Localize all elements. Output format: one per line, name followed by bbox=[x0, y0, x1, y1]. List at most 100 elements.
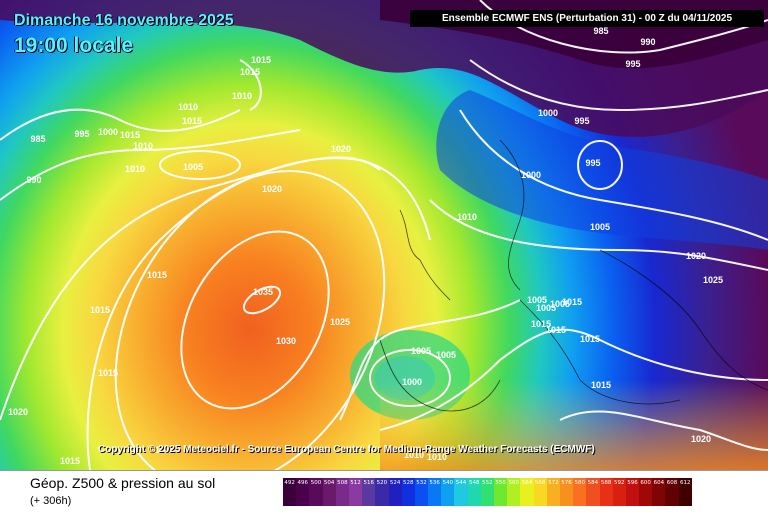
parameter-title: Géop. Z500 & pression au sol bbox=[30, 475, 216, 491]
scale-value: 532 bbox=[416, 480, 427, 486]
pressure-label: 1005 bbox=[590, 222, 610, 232]
pressure-label: 1025 bbox=[703, 275, 723, 285]
pressure-label: 1005 bbox=[536, 303, 556, 313]
scale-value: 500 bbox=[310, 480, 322, 486]
scale-value: 528 bbox=[403, 480, 414, 486]
scale-swatch: 608 bbox=[665, 478, 679, 506]
scale-swatch: 532 bbox=[414, 478, 429, 506]
scale-swatch: 500 bbox=[309, 478, 323, 506]
scale-value: 552 bbox=[482, 480, 493, 486]
forecast-date: Dimanche 16 novembre 2025 bbox=[14, 12, 234, 29]
pressure-label: 1010 bbox=[125, 164, 145, 174]
scale-swatch: 572 bbox=[546, 478, 560, 506]
pressure-label: 990 bbox=[640, 37, 655, 47]
scale-swatch: 520 bbox=[375, 478, 389, 506]
pressure-label: 1025 bbox=[330, 317, 350, 327]
pressure-label: 1015 bbox=[591, 380, 611, 390]
pressure-label: 1010 bbox=[457, 212, 477, 222]
copyright-notice: Copyright © 2025 Meteociel.fr - Source E… bbox=[98, 444, 595, 455]
pressure-label: 995 bbox=[74, 129, 89, 139]
scale-swatch: 576 bbox=[559, 478, 574, 506]
scale-swatch: 508 bbox=[335, 478, 349, 506]
scale-value: 520 bbox=[376, 480, 388, 486]
scale-value: 512 bbox=[350, 480, 361, 486]
pressure-label: 1010 bbox=[427, 452, 447, 462]
pressure-label: 985 bbox=[30, 134, 45, 144]
scale-value: 496 bbox=[297, 480, 309, 486]
legend-bar: Géop. Z500 & pression au sol (+ 306h) 49… bbox=[0, 470, 768, 513]
pressure-label: 1015 bbox=[120, 130, 140, 140]
pressure-label: 995 bbox=[574, 116, 589, 126]
pressure-label: 1010 bbox=[232, 91, 252, 101]
pressure-label: 1010 bbox=[404, 450, 424, 460]
scale-swatch: 592 bbox=[612, 478, 626, 506]
scale-value: 560 bbox=[508, 480, 520, 486]
pressure-label: 1015 bbox=[182, 116, 202, 126]
scale-swatch: 600 bbox=[639, 478, 653, 506]
scale-value: 600 bbox=[640, 480, 651, 486]
pressure-label: 1000 bbox=[98, 127, 118, 137]
scale-value: 588 bbox=[600, 480, 612, 486]
scale-value: 504 bbox=[323, 480, 335, 486]
pressure-label: 1020 bbox=[331, 144, 351, 154]
scale-swatch: 584 bbox=[586, 478, 600, 506]
pressure-label: 1015 bbox=[147, 270, 167, 280]
pressure-label: 1005 bbox=[436, 350, 456, 360]
scale-value: 540 bbox=[442, 480, 454, 486]
scale-value: 576 bbox=[561, 480, 572, 486]
scale-swatch: 556 bbox=[494, 478, 508, 506]
scale-swatch: 524 bbox=[388, 478, 402, 506]
pressure-label: 1010 bbox=[133, 141, 153, 151]
pressure-label: 1005 bbox=[527, 295, 547, 305]
scale-value: 516 bbox=[363, 480, 374, 486]
scale-swatch: 580 bbox=[573, 478, 587, 506]
pressure-label: 1015 bbox=[60, 456, 80, 466]
pressure-label: 985 bbox=[593, 26, 608, 36]
model-run-info: Ensemble ECMWF ENS (Perturbation 31) - 0… bbox=[410, 10, 764, 27]
pressure-label: 1005 bbox=[411, 346, 431, 356]
pressure-label: 1020 bbox=[686, 251, 706, 261]
pressure-label: 1005 bbox=[550, 299, 570, 309]
pressure-label: 1010 bbox=[178, 102, 198, 112]
scale-swatch: 496 bbox=[296, 478, 310, 506]
pressure-label: 990 bbox=[26, 175, 41, 185]
scale-value: 564 bbox=[521, 480, 533, 486]
pressure-label: 1030 bbox=[276, 336, 296, 346]
pressure-label: 995 bbox=[625, 59, 640, 69]
scale-value: 584 bbox=[587, 480, 599, 486]
scale-value: 536 bbox=[429, 480, 440, 486]
pressure-label: 1000 bbox=[538, 108, 558, 118]
pressure-label: 1000 bbox=[402, 377, 422, 387]
scale-value: 592 bbox=[614, 480, 625, 486]
pressure-label: 1015 bbox=[531, 319, 551, 329]
scale-value: 548 bbox=[468, 480, 480, 486]
scale-swatch: 536 bbox=[428, 478, 442, 506]
scale-swatch: 552 bbox=[480, 478, 494, 506]
scale-value: 568 bbox=[534, 480, 546, 486]
scale-swatch: 492 bbox=[283, 478, 297, 506]
pressure-label: 1000 bbox=[521, 170, 541, 180]
scale-swatch: 540 bbox=[441, 478, 455, 506]
scale-swatch: 560 bbox=[507, 478, 521, 506]
forecast-time: 19:00 locale bbox=[14, 34, 134, 57]
scale-swatch: 564 bbox=[520, 478, 534, 506]
scale-value: 596 bbox=[627, 480, 638, 486]
pressure-label: 1035 bbox=[253, 287, 273, 297]
pressure-label: 1015 bbox=[90, 305, 110, 315]
scale-value: 608 bbox=[666, 480, 678, 486]
scale-value: 508 bbox=[337, 480, 348, 486]
pressure-label: 1020 bbox=[262, 184, 282, 194]
scale-value: 572 bbox=[548, 480, 559, 486]
scale-value: 492 bbox=[284, 480, 295, 486]
scale-value: 604 bbox=[653, 480, 665, 486]
scale-value: 612 bbox=[679, 480, 691, 486]
scale-value: 580 bbox=[574, 480, 585, 486]
pressure-label: 995 bbox=[585, 158, 600, 168]
scale-swatch: 544 bbox=[454, 478, 468, 506]
color-scale: 492 496 500 504 508 512 516 520 524 528 532 536 540 5… bbox=[283, 478, 692, 506]
scale-swatch: 612 bbox=[678, 478, 692, 506]
scale-value: 544 bbox=[455, 480, 467, 486]
lead-time: (+ 306h) bbox=[30, 495, 72, 507]
scale-swatch: 548 bbox=[467, 478, 481, 506]
